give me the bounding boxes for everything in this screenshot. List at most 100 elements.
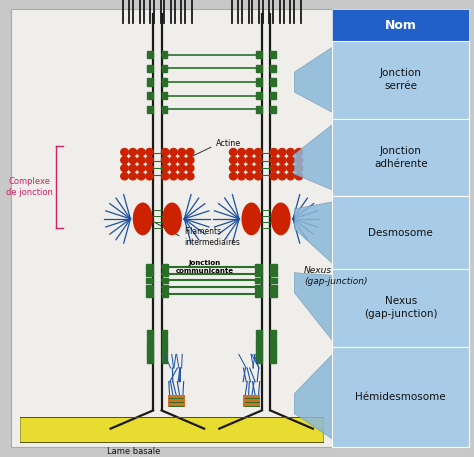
Circle shape bbox=[270, 173, 278, 180]
Polygon shape bbox=[294, 125, 332, 190]
Circle shape bbox=[255, 149, 262, 156]
Circle shape bbox=[129, 156, 137, 164]
Bar bbox=[162, 92, 167, 100]
Bar bbox=[256, 106, 262, 113]
Bar bbox=[332, 196, 469, 269]
Bar bbox=[147, 106, 153, 113]
Circle shape bbox=[278, 165, 286, 172]
Bar bbox=[270, 285, 277, 290]
Bar bbox=[146, 271, 153, 276]
Bar bbox=[162, 350, 167, 356]
Bar bbox=[147, 92, 153, 100]
Circle shape bbox=[162, 173, 169, 180]
Text: Jonction
adhérente: Jonction adhérente bbox=[374, 146, 428, 169]
Circle shape bbox=[121, 156, 128, 164]
Circle shape bbox=[246, 165, 254, 172]
Bar bbox=[162, 336, 167, 343]
Circle shape bbox=[287, 165, 294, 172]
Text: Lame basale: Lame basale bbox=[107, 447, 160, 456]
Bar bbox=[270, 51, 276, 58]
Circle shape bbox=[295, 173, 302, 180]
Bar bbox=[162, 264, 168, 270]
Bar bbox=[332, 118, 469, 196]
Circle shape bbox=[278, 173, 286, 180]
Circle shape bbox=[295, 165, 302, 172]
Bar bbox=[162, 357, 167, 363]
Circle shape bbox=[270, 149, 278, 156]
Circle shape bbox=[137, 156, 145, 164]
Bar bbox=[270, 357, 276, 363]
Bar bbox=[270, 271, 277, 276]
Bar bbox=[270, 92, 276, 100]
Circle shape bbox=[129, 149, 137, 156]
Circle shape bbox=[229, 173, 237, 180]
Circle shape bbox=[287, 173, 294, 180]
Bar bbox=[147, 329, 153, 336]
Polygon shape bbox=[294, 273, 332, 340]
Bar bbox=[270, 106, 276, 113]
Bar bbox=[147, 343, 153, 350]
Bar bbox=[162, 65, 167, 72]
Circle shape bbox=[146, 165, 153, 172]
Bar bbox=[162, 329, 167, 336]
Text: Actine: Actine bbox=[216, 139, 241, 148]
Text: Hémidesmosome: Hémidesmosome bbox=[356, 392, 446, 402]
Bar bbox=[255, 292, 262, 297]
Circle shape bbox=[295, 149, 302, 156]
Circle shape bbox=[162, 156, 169, 164]
Circle shape bbox=[178, 165, 186, 172]
Ellipse shape bbox=[271, 202, 291, 235]
Bar bbox=[146, 264, 153, 270]
Circle shape bbox=[287, 149, 294, 156]
Bar bbox=[146, 292, 153, 297]
Circle shape bbox=[255, 156, 262, 164]
Circle shape bbox=[238, 173, 246, 180]
Bar bbox=[256, 92, 262, 100]
Circle shape bbox=[170, 156, 177, 164]
Circle shape bbox=[129, 165, 137, 172]
Bar bbox=[162, 79, 167, 86]
Bar bbox=[255, 285, 262, 290]
Bar bbox=[162, 106, 167, 113]
Circle shape bbox=[178, 173, 186, 180]
Circle shape bbox=[146, 149, 153, 156]
Text: Complexe
de jonction: Complexe de jonction bbox=[6, 176, 53, 197]
Circle shape bbox=[186, 149, 194, 156]
Bar bbox=[162, 292, 168, 297]
Bar bbox=[256, 343, 262, 350]
Circle shape bbox=[246, 173, 254, 180]
Circle shape bbox=[270, 165, 278, 172]
Bar bbox=[270, 79, 276, 86]
Bar bbox=[162, 343, 167, 350]
Circle shape bbox=[170, 173, 177, 180]
Bar bbox=[11, 9, 332, 447]
Ellipse shape bbox=[133, 202, 153, 235]
Text: Jonction
communicante: Jonction communicante bbox=[175, 260, 234, 274]
Circle shape bbox=[162, 149, 169, 156]
Text: Filaments
intermediaires: Filaments intermediaires bbox=[184, 227, 240, 247]
Bar bbox=[147, 51, 153, 58]
Bar bbox=[162, 278, 168, 283]
Bar bbox=[255, 278, 262, 283]
Bar bbox=[146, 285, 153, 290]
Bar bbox=[270, 264, 277, 270]
Bar bbox=[162, 51, 167, 58]
Circle shape bbox=[186, 156, 194, 164]
Circle shape bbox=[229, 156, 237, 164]
Bar bbox=[256, 79, 262, 86]
Circle shape bbox=[129, 173, 137, 180]
Circle shape bbox=[295, 156, 302, 164]
Circle shape bbox=[162, 165, 169, 172]
Text: Nexus
(gap-junction): Nexus (gap-junction) bbox=[364, 296, 438, 319]
Circle shape bbox=[137, 173, 145, 180]
Text: Jonction
serrée: Jonction serrée bbox=[380, 68, 422, 91]
Bar bbox=[332, 269, 469, 346]
Bar bbox=[146, 278, 153, 283]
Bar bbox=[20, 417, 323, 442]
Bar bbox=[332, 9, 469, 41]
Circle shape bbox=[246, 156, 254, 164]
Bar bbox=[270, 65, 276, 72]
Bar bbox=[270, 343, 276, 350]
Bar bbox=[332, 9, 469, 447]
Circle shape bbox=[255, 165, 262, 172]
